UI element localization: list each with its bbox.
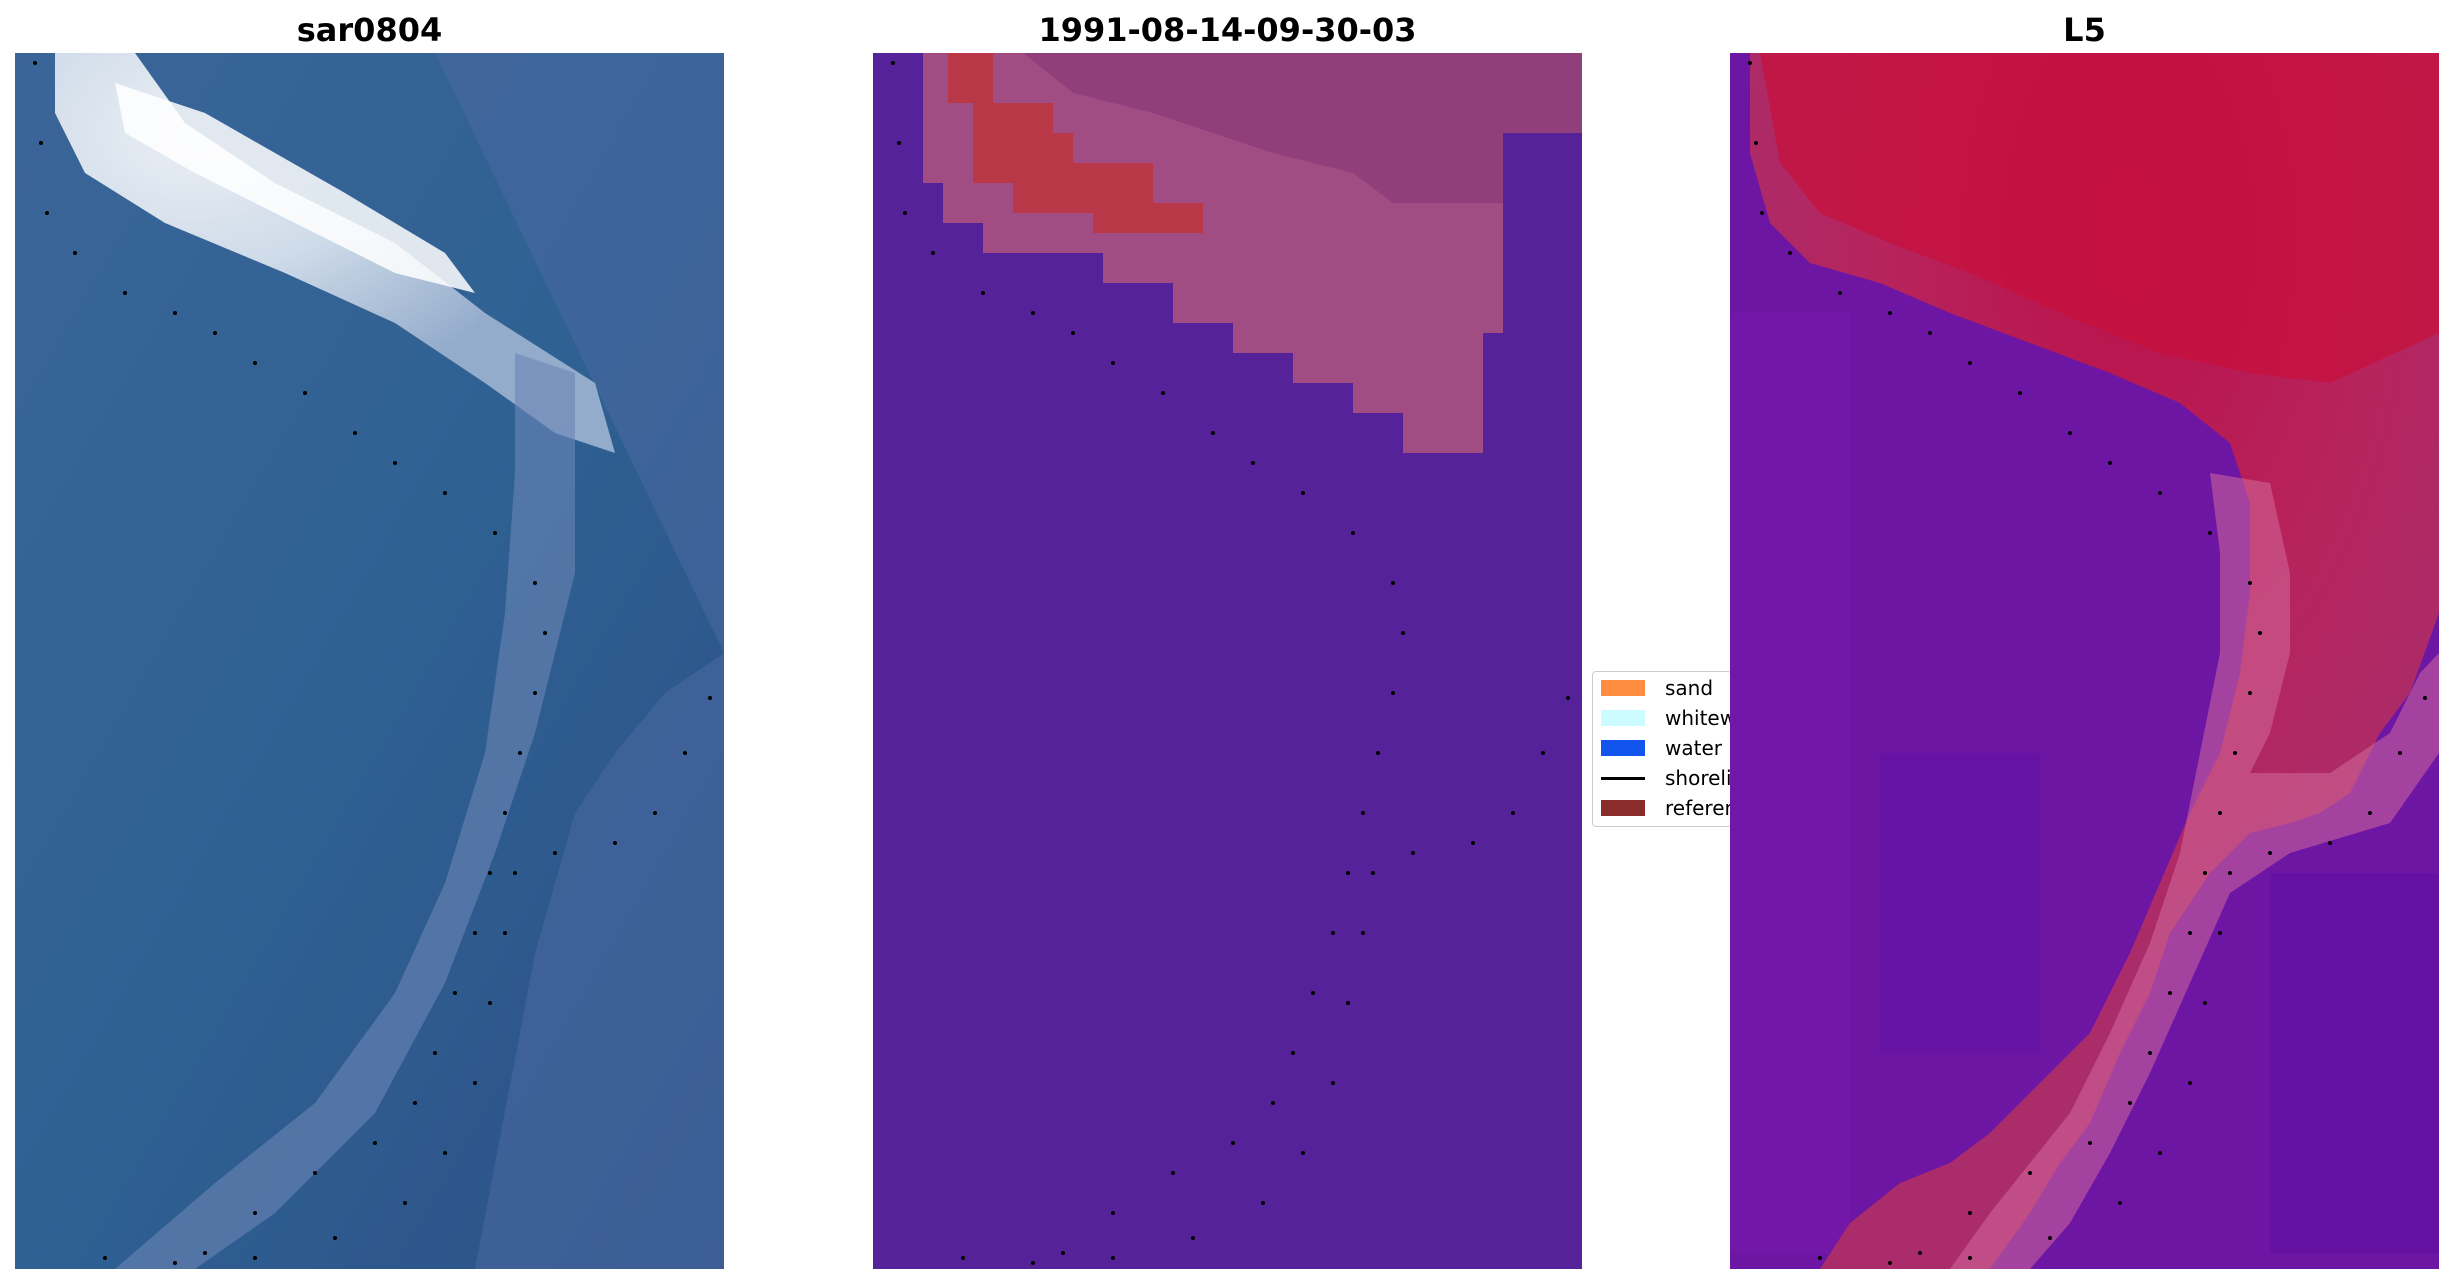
panel-title-date: 1991-08-14-09-30-03 xyxy=(1038,11,1417,49)
legend-item-reference: referen xyxy=(1601,794,1732,820)
shoreline-dots-3 xyxy=(1748,61,2427,1265)
l5-image xyxy=(1730,53,2439,1269)
legend-label-reference: referen xyxy=(1665,796,1732,820)
legend-item-water: water xyxy=(1601,734,1731,760)
legend-label-sand: sand xyxy=(1665,676,1714,700)
shoreline-dots-1 xyxy=(33,61,712,1265)
legend-label-water: water xyxy=(1665,736,1722,760)
legend-line-shoreline xyxy=(1601,777,1645,780)
panel-title-sar0804: sar0804 xyxy=(296,11,443,49)
legend-swatch-water xyxy=(1601,740,1645,756)
panel-title-l5: L5 xyxy=(2063,11,2106,49)
legend-swatch-sand xyxy=(1601,680,1645,696)
shoreline-dots-2 xyxy=(891,61,1570,1265)
classification-image xyxy=(873,53,1582,1269)
sar-image xyxy=(15,53,724,1269)
legend-swatch-whitewater xyxy=(1601,710,1645,726)
legend-label-whitewater: whitew xyxy=(1665,706,1732,730)
classification-panel xyxy=(873,53,1582,1269)
legend-item-sand: sand xyxy=(1601,674,1731,700)
legend-item-whitewater: whitew xyxy=(1601,704,1732,730)
sar-image-panel xyxy=(15,53,724,1269)
legend-swatch-reference xyxy=(1601,800,1645,816)
legend-label-shoreline: shoreli xyxy=(1665,766,1732,790)
legend-item-shoreline: shoreli xyxy=(1601,764,1732,790)
l5-image-panel xyxy=(1730,53,2439,1269)
legend: sand whitew water shoreli referen xyxy=(1592,671,1732,827)
